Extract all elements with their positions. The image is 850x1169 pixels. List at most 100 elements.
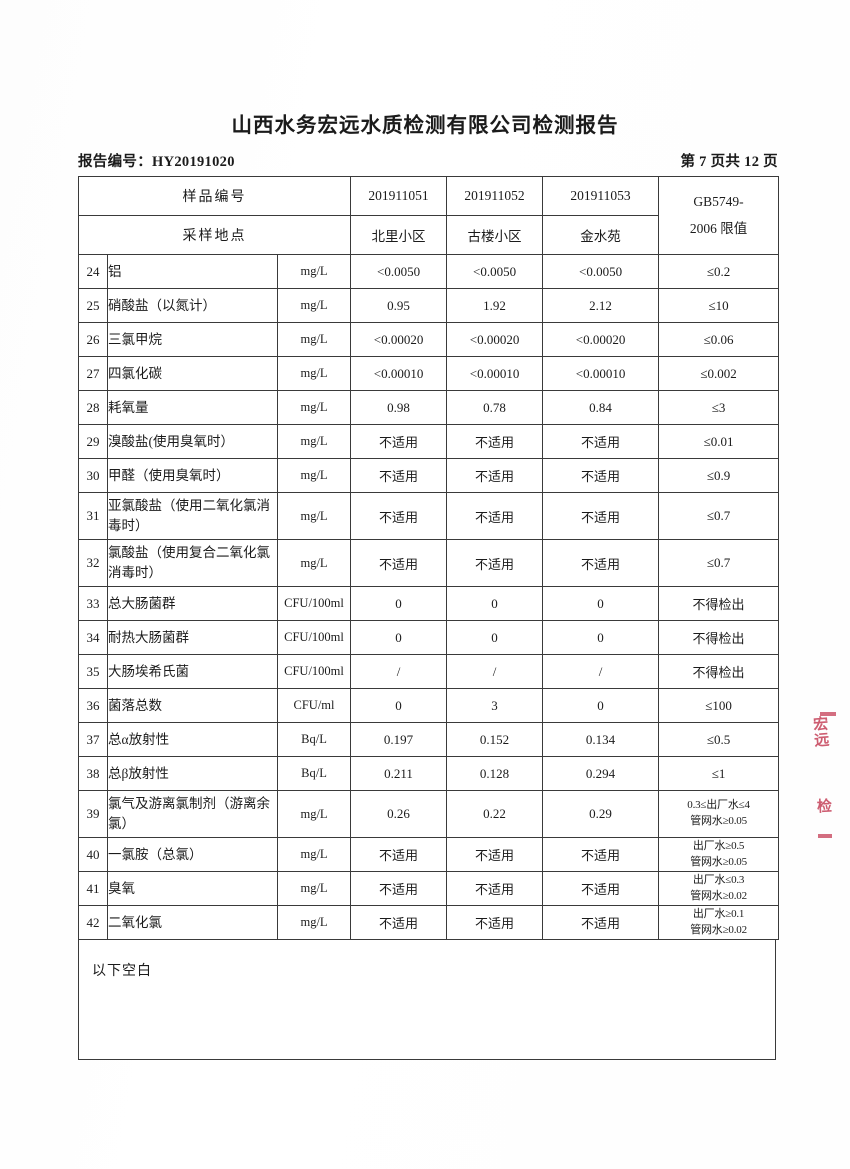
parameter-unit: mg/L [276,288,352,323]
result-sample-1: <0.00020 [350,322,448,357]
table-row: 24 铝 mg/L <0.0050 <0.0050 <0.0050 ≤0.2 [78,254,780,289]
parameter-name: 耗氧量 [107,390,278,425]
result-sample-1: 0 [350,688,448,723]
result-sample-3: 0.294 [542,756,660,791]
result-sample-3: 2.12 [542,288,660,323]
parameter-name: 臭氧 [107,871,278,906]
standard-limit: ≤0.7 [658,539,780,587]
table-row: 38 总β放射性 Bq/L 0.211 0.128 0.294 ≤1 [78,756,780,791]
result-sample-1: 不适用 [350,458,448,493]
standard-limit: 0.3≤出厂水≤4 管网水≥0.05 [658,790,780,838]
result-sample-1: 0 [350,586,448,621]
header-row-sample-number: 样品编号 201911051 201911052 201911053 GB574… [77,176,780,255]
standard-limit: ≤0.2 [658,254,780,289]
table-row: 32 氯酸盐（使用复合二氧化氯消毒时） mg/L 不适用 不适用 不适用 ≤0.7 [78,539,780,587]
parameter-name: 总β放射性 [107,756,278,791]
table-row: 36 菌落总数 CFU/ml 0 3 0 ≤100 [78,688,780,723]
result-sample-3: <0.00020 [542,322,660,357]
header-row-sampling-site: 采样地点 北里小区 古楼小区 金水苑 [77,215,779,255]
result-sample-2: 不适用 [446,424,544,459]
table-row: 28 耗氧量 mg/L 0.98 0.78 0.84 ≤3 [78,390,780,425]
seal-mark-1 [820,712,836,716]
table-row: 30 甲醛（使用臭氧时） mg/L 不适用 不适用 不适用 ≤0.9 [78,458,780,493]
row-index: 40 [78,837,108,872]
standard-limit: ≤3 [658,390,780,425]
limit-line: 管网水≥0.02 [690,923,747,936]
result-sample-1: 不适用 [350,837,448,872]
result-sample-3: 不适用 [542,871,660,906]
table-row: 29 溴酸盐(使用臭氧时） mg/L 不适用 不适用 不适用 ≤0.01 [78,424,780,459]
header-sample-number-3: 201911053 [542,176,660,216]
standard-limit: 出厂水≤0.3 管网水≥0.02 [658,871,780,906]
parameter-name: 二氧化氯 [107,905,278,940]
parameter-unit: mg/L [276,837,352,872]
parameter-name: 总α放射性 [107,722,278,757]
result-sample-1: 0.26 [350,790,448,838]
header-sampling-site-label: 采样地点 [77,215,352,255]
result-sample-3: 0.134 [542,722,660,757]
result-sample-1: 不适用 [350,871,448,906]
table-row: 40 一氯胺（总氯） mg/L 不适用 不适用 不适用 出厂水≥0.5 管网水≥0.05 [78,837,780,872]
row-index: 27 [78,356,108,391]
table-row: 34 耐热大肠菌群 CFU/100ml 0 0 0 不得检出 [78,620,780,655]
standard-limit: ≤0.01 [658,424,780,459]
result-sample-2: 不适用 [446,871,544,906]
row-index: 39 [78,790,108,838]
result-sample-2: <0.0050 [446,254,544,289]
row-index: 42 [78,905,108,940]
page-title: 山西水务宏远水质检测有限公司检测报告 [231,113,619,137]
result-sample-1: 不适用 [350,539,448,587]
result-sample-2: 不适用 [446,837,544,872]
table-row: 26 三氯甲烷 mg/L <0.00020 <0.00020 <0.00020 ≤0.06 [78,322,780,357]
table-row: 42 二氧化氯 mg/L 不适用 不适用 不适用 出厂水≥0.1 管网水≥0.02 [78,905,780,940]
standard-limit: ≤0.5 [658,722,780,757]
result-sample-3: <0.00010 [542,356,660,391]
result-sample-3: 0.29 [542,790,660,838]
parameter-name: 甲醛（使用臭氧时） [107,458,278,493]
header-standard-limit: GB5749- 2006 限值 [658,176,780,255]
parameter-unit: mg/L [276,458,352,493]
table-row: 33 总大肠菌群 CFU/100ml 0 0 0 不得检出 [78,586,780,621]
limit-line: 出厂水≥0.5 [692,839,745,852]
result-sample-3: 0.84 [542,390,660,425]
row-index: 38 [78,756,108,791]
parameter-unit: mg/L [276,492,352,540]
parameter-unit: CFU/ml [276,688,352,723]
row-index: 28 [78,390,108,425]
row-index: 37 [78,722,108,757]
result-sample-2: 3 [446,688,544,723]
parameter-unit: mg/L [276,254,352,289]
row-index: 32 [78,539,108,587]
result-sample-2: 不适用 [446,458,544,493]
result-sample-1: 0.197 [350,722,448,757]
result-sample-2: 0.152 [446,722,544,757]
header-sample-number-1: 201911051 [350,176,448,216]
standard-limit: 不得检出 [658,586,780,621]
table-body: 24 铝 mg/L <0.0050 <0.0050 <0.0050 ≤0.2 25 硝酸盐（以氮… [78,254,780,940]
standard-limit: ≤0.002 [658,356,780,391]
result-sample-3: 不适用 [542,458,660,493]
parameter-name: 大肠埃希氏菌 [107,654,278,689]
parameter-unit: mg/L [276,390,352,425]
standard-limit: 不得检出 [658,620,780,655]
parameter-unit: mg/L [276,905,352,940]
result-sample-3: 不适用 [542,837,660,872]
header-sample-number-label: 样品编号 [77,176,352,216]
parameter-name: 氯气及游离氯制剂（游离余氯） [107,790,278,838]
table-row: 41 臭氧 mg/L 不适用 不适用 不适用 出厂水≤0.3 管网水≥0.02 [78,871,780,906]
limit-line: 管网水≥0.05 [690,855,747,868]
parameter-name: 耐热大肠菌群 [107,620,278,655]
result-sample-2: 0.128 [446,756,544,791]
result-sample-3: 不适用 [542,539,660,587]
red-seal-fragment-bottom: 检 [814,797,834,814]
red-seal-fragment-top: 宏远 [810,715,831,749]
table-row: 35 大肠埃希氏菌 CFU/100ml / / / 不得检出 [78,654,780,689]
result-sample-2: <0.00010 [446,356,544,391]
result-sample-1: 0.211 [350,756,448,791]
result-sample-3: 不适用 [542,905,660,940]
header-sampling-site-1: 北里小区 [350,215,448,255]
standard-limit: 出厂水≥0.1 管网水≥0.02 [658,905,780,940]
parameter-unit: Bq/L [276,722,352,757]
standard-limit: ≤1 [658,756,780,791]
result-sample-2: 不适用 [446,539,544,587]
